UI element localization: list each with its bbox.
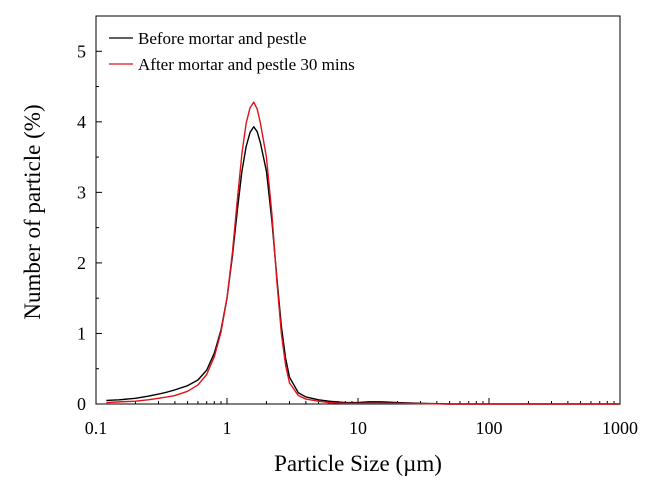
x-tick-label: 1000 [602,418,638,438]
y-tick-label: 5 [77,41,86,61]
series-layer [106,101,620,405]
x-axis-title: Particle Size (µm) [274,451,442,476]
y-tick-label: 4 [77,112,86,132]
legend-label-after: After mortar and pestle 30 mins [138,55,355,74]
x-tick-label: 10 [349,418,367,438]
y-tick-label: 0 [77,394,86,414]
series-line-before [106,126,620,405]
y-tick-label: 2 [77,253,86,273]
legend: Before mortar and pestle After mortar an… [109,29,355,74]
y-tick-label: 1 [77,323,86,343]
legend-label-before: Before mortar and pestle [138,29,307,48]
y-axis-title: Number of particle (%) [20,104,45,319]
x-tick-label: 100 [476,418,503,438]
plot-frame [95,15,621,405]
x-tick-label: 1 [223,418,232,438]
y-axis-ticks: 0 1 2 3 4 5 [77,15,102,414]
y-tick-label: 3 [77,182,86,202]
x-tick-label: 0.1 [85,418,108,438]
series-line-after [106,101,620,405]
